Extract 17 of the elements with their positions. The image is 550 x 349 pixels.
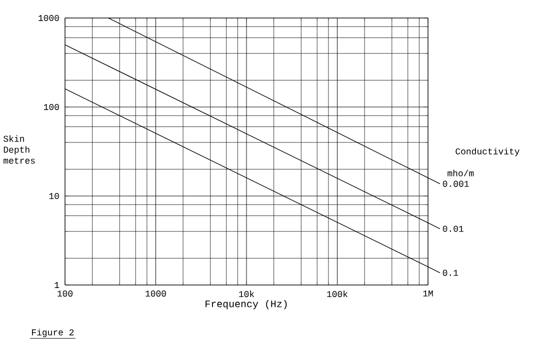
y-tick-label: 100 <box>44 104 59 110</box>
x-tick-label: 100 <box>58 290 73 297</box>
legend-label: 0.1 <box>442 270 458 276</box>
legend-label: 0.01 <box>442 226 464 232</box>
y-tick-label: 10 <box>49 192 59 200</box>
x-tick-label: 1M <box>423 290 433 296</box>
caption: Figure 2 <box>32 328 74 338</box>
x-tick-label: 1000 <box>146 290 166 297</box>
y-axis-title: Skin Depth metres <box>4 135 35 164</box>
legend-label: 0.001 <box>442 180 469 187</box>
x-tick-label: 100k <box>327 290 348 298</box>
x-axis-title: Frequency (Hz) <box>206 300 287 310</box>
y-tick-label: 1 <box>54 282 60 288</box>
legend-title: Conductivity <box>456 148 520 156</box>
x-tick-label: 10k <box>239 290 254 298</box>
y-tick-label: 1000 <box>38 14 59 22</box>
text: mho/m <box>448 170 474 176</box>
